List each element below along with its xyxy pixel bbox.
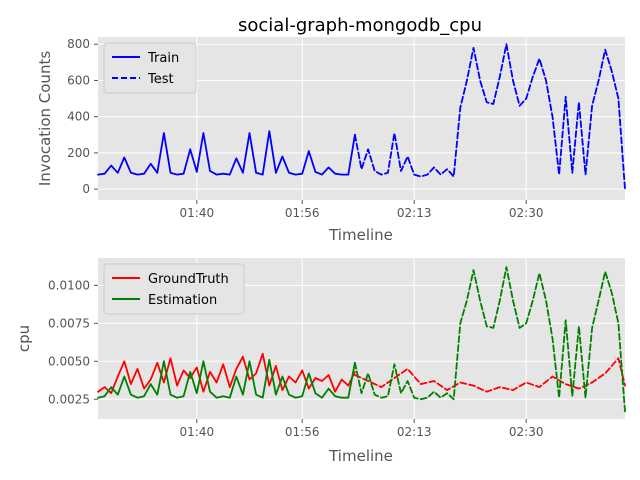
legend-label: Estimation bbox=[148, 293, 217, 308]
legend-box bbox=[103, 42, 197, 94]
test-segment-series-line bbox=[353, 266, 626, 413]
x-tick-label: 01:56 bbox=[285, 425, 320, 439]
x-tick-label: 01:40 bbox=[180, 425, 215, 439]
top-chart-panel: 01:40 01:56 02:13 02:30 0 200 400 600 800 Timeli… bbox=[36, 37, 626, 244]
x-tick-label: 01:56 bbox=[285, 206, 320, 220]
legend-box bbox=[103, 263, 245, 315]
legend: GroundTruth Estimation bbox=[103, 263, 245, 315]
chart-title: social-graph-mongodb_cpu bbox=[238, 15, 482, 36]
y-tick-label: 200 bbox=[67, 146, 90, 160]
y-tick-label: 0.0025 bbox=[48, 392, 90, 406]
y-axis-label: Invocation Counts bbox=[36, 51, 54, 186]
y-tick-label: 600 bbox=[67, 73, 90, 87]
x-tick-label: 02:30 bbox=[509, 425, 544, 439]
x-axis-label: Timeline bbox=[328, 447, 393, 465]
y-tick-label: 0.0075 bbox=[48, 316, 90, 330]
x-tick-label: 02:13 bbox=[397, 206, 432, 220]
y-tick-label: 800 bbox=[67, 37, 90, 51]
y-tick-label: 400 bbox=[67, 110, 90, 124]
y-tick-label: 0.0100 bbox=[48, 278, 90, 292]
y-tick-label: 0.0050 bbox=[48, 354, 90, 368]
y-axis-label: cpu bbox=[15, 325, 33, 352]
test-segment-series-line bbox=[353, 357, 626, 393]
x-tick-label: 02:13 bbox=[397, 425, 432, 439]
legend: Train Test bbox=[103, 42, 197, 94]
legend-label: GroundTruth bbox=[148, 272, 229, 287]
train-series-line bbox=[97, 130, 356, 176]
bottom-chart-panel: 01:40 01:56 02:13 02:30 0.0025 0.0050 0.0075 0.… bbox=[15, 258, 626, 465]
x-axis-label: Timeline bbox=[328, 226, 393, 244]
estimation-series-line bbox=[97, 358, 356, 399]
x-tick-label: 01:40 bbox=[180, 206, 215, 220]
y-tick-label: 0 bbox=[82, 182, 90, 196]
legend-label: Train bbox=[147, 51, 179, 66]
test-series-line bbox=[353, 43, 626, 191]
legend-label: Test bbox=[147, 72, 174, 87]
x-tick-label: 02:30 bbox=[509, 206, 544, 220]
